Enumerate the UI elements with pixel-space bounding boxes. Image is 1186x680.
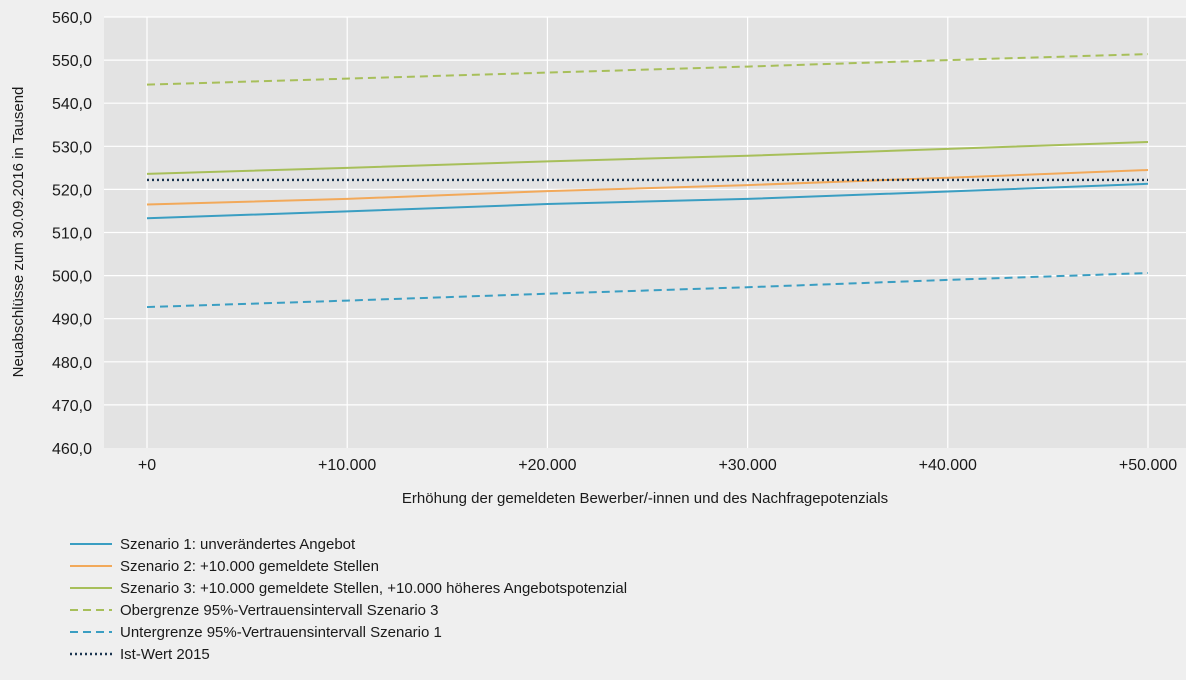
- y-tick-label: 480,0: [52, 355, 92, 372]
- y-axis-label: Neuabschlüsse zum 30.09.2016 in Tausend: [10, 87, 27, 378]
- legend-label: Ist-Wert 2015: [120, 646, 210, 663]
- y-tick-label: 530,0: [52, 139, 92, 156]
- x-tick-label: +40.000: [919, 457, 977, 474]
- legend-label: Obergrenze 95%-Vertrauensintervall Szena…: [120, 602, 439, 619]
- series-line-1: [146, 182, 1149, 220]
- y-tick-label: 460,0: [52, 441, 92, 458]
- legend: Szenario 1: unverändertes Angebot Szenari…: [70, 536, 627, 663]
- x-tick-label: +30.000: [718, 457, 776, 474]
- series-line-3: [146, 140, 1149, 175]
- y-tick-label: 550,0: [52, 53, 92, 70]
- x-tick-label: +50.000: [1119, 457, 1177, 474]
- x-tick-label: +0: [138, 457, 156, 474]
- legend-label: Szenario 1: unverändertes Angebot: [120, 536, 356, 553]
- y-tick-label: 540,0: [52, 96, 92, 113]
- y-tick-label: 490,0: [52, 312, 92, 329]
- y-tick-label: 510,0: [52, 226, 92, 243]
- y-tick-label: 520,0: [52, 182, 92, 199]
- series-line-2: [146, 169, 1149, 206]
- legend-label: Szenario 3: +10.000 gemeldete Stellen, +…: [120, 580, 627, 597]
- series-lines: [146, 53, 1149, 309]
- x-axis-ticks: +0 +10.000 +20.000 +30.000 +40.000 +50.000: [138, 457, 1177, 474]
- series-line-4: [146, 53, 1149, 86]
- x-tick-label: +10.000: [318, 457, 376, 474]
- x-tick-label: +20.000: [518, 457, 576, 474]
- legend-label: Untergrenze 95%-Vertrauensintervall Szen…: [120, 624, 442, 641]
- series-line-5: [146, 272, 1149, 309]
- y-tick-label: 500,0: [52, 269, 92, 286]
- legend-label: Szenario 2: +10.000 gemeldete Stellen: [120, 558, 379, 575]
- y-axis-ticks: 460,0 470,0 480,0 490,0 500,0 510,0 520,0 530,0…: [52, 10, 92, 458]
- y-tick-label: 470,0: [52, 398, 92, 415]
- grid-lines: [104, 16, 1186, 448]
- y-tick-label: 560,0: [52, 10, 92, 27]
- x-axis-label: Erhöhung der gemeldeten Bewerber/-innen …: [402, 490, 888, 507]
